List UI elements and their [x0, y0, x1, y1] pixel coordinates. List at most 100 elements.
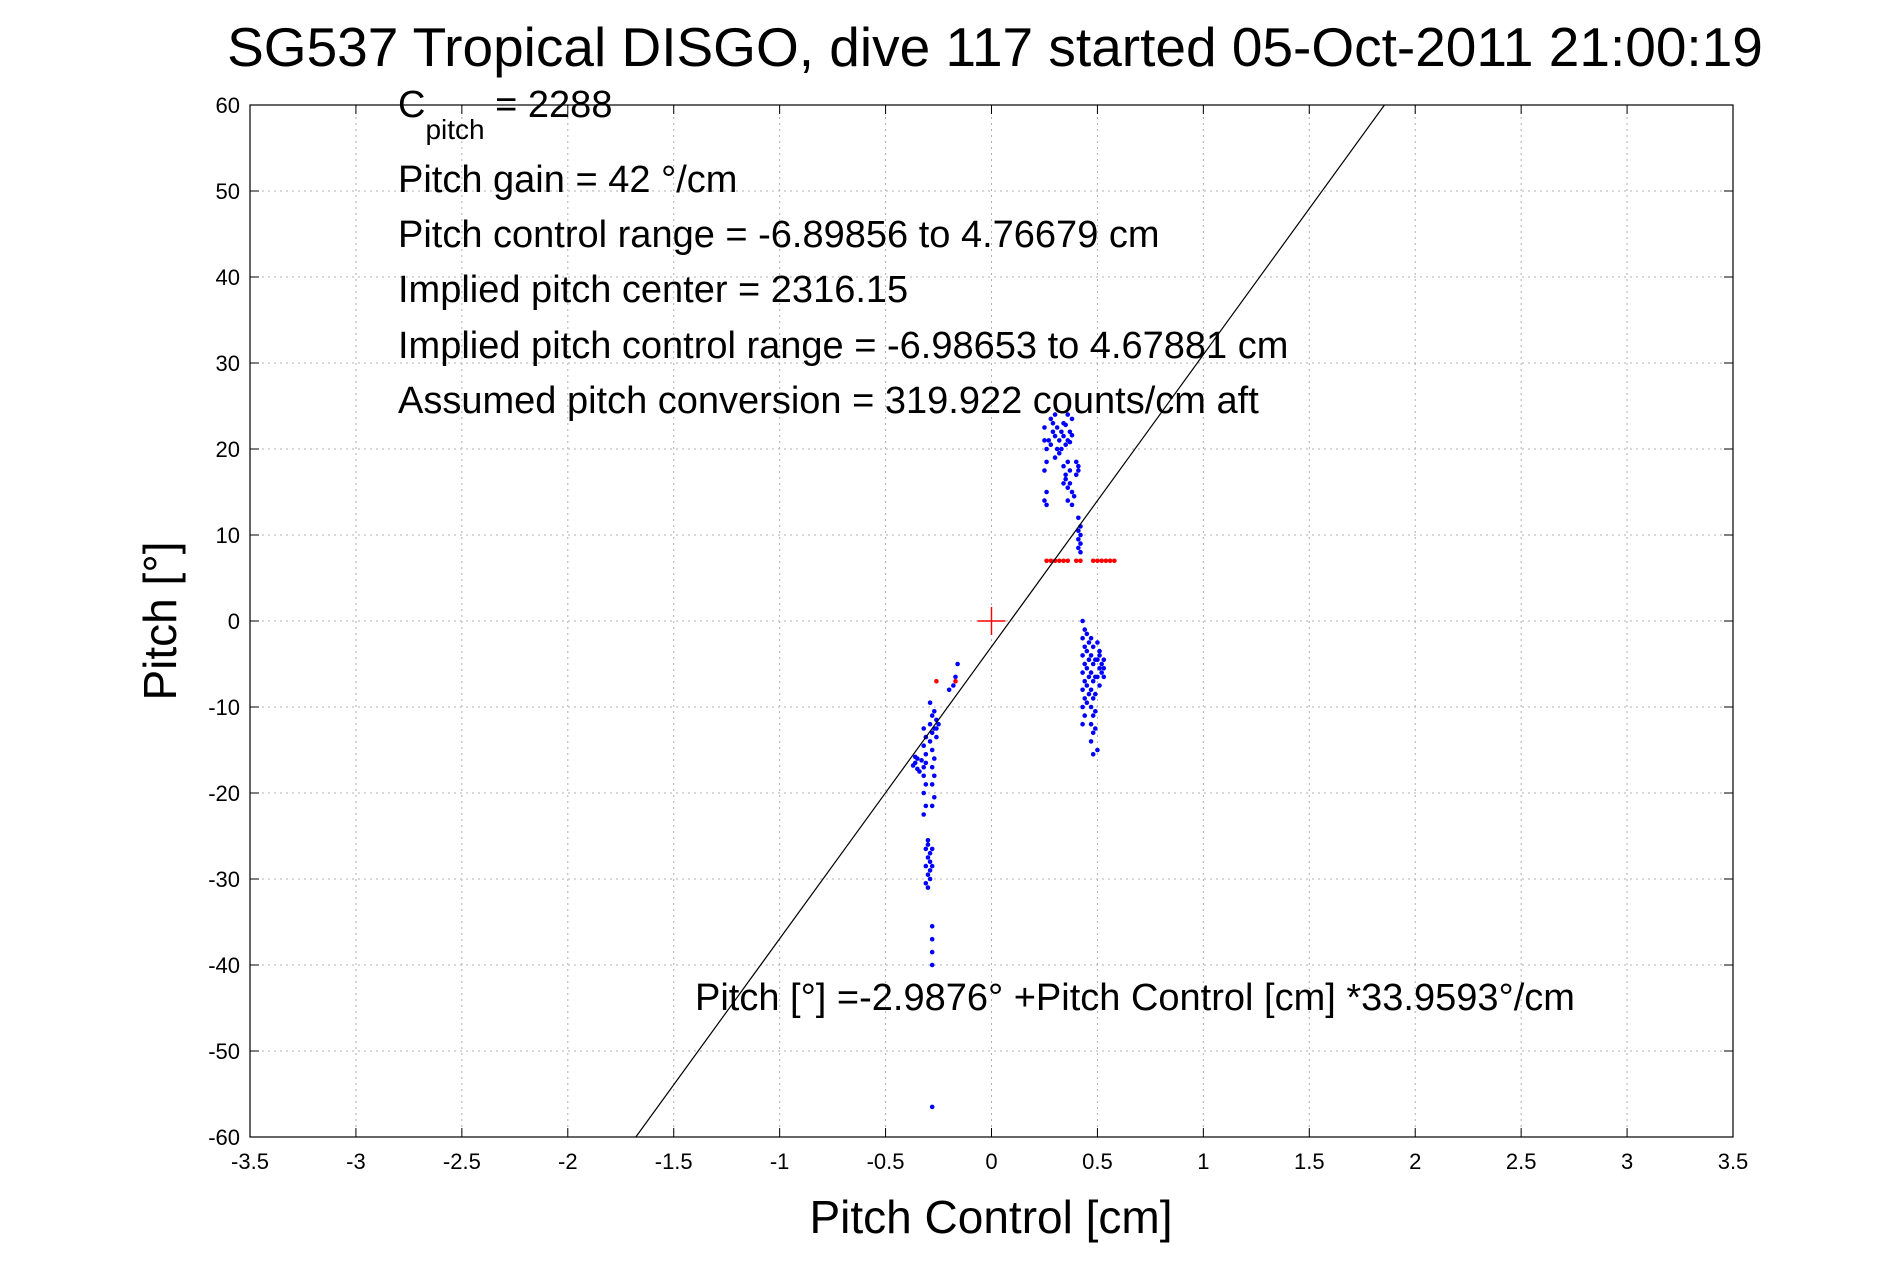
data-point [1093, 726, 1098, 731]
data-point [1071, 494, 1077, 499]
data-point [927, 868, 933, 873]
c-pitch-annotation: Cpitch = 2288 [398, 84, 612, 145]
data-point [1086, 640, 1092, 645]
data-point [929, 713, 935, 718]
data-point [1061, 558, 1066, 564]
c-pitch-value: = 2288 [485, 84, 613, 126]
data-point [919, 758, 924, 763]
data-point [1086, 657, 1092, 662]
implied-center-annotation: Implied pitch center = 2316.15 [398, 269, 908, 311]
data-point [1082, 661, 1088, 667]
data-point [1054, 446, 1060, 452]
data-point [946, 687, 952, 693]
data-point [931, 709, 937, 714]
data-point [1052, 433, 1058, 439]
data-point [1097, 666, 1102, 671]
data-point [1084, 683, 1090, 688]
data-point [1101, 657, 1107, 662]
data-point [921, 790, 927, 796]
y-tick-label: 40 [216, 265, 240, 290]
data-point [1112, 558, 1117, 564]
x-tick-label: 0.5 [1082, 1149, 1113, 1174]
data-point [1048, 416, 1054, 422]
x-tick-label: -3.5 [231, 1149, 269, 1174]
x-tick-label: -1.5 [655, 1149, 693, 1174]
data-point [934, 678, 939, 684]
data-point [1076, 545, 1081, 551]
data-point [1095, 674, 1100, 680]
data-point [1088, 704, 1094, 710]
data-point [1048, 442, 1054, 448]
data-points [910, 412, 1117, 1110]
data-point [1101, 666, 1107, 671]
data-point [929, 1104, 935, 1110]
data-point [1044, 558, 1049, 564]
data-point [1067, 429, 1073, 435]
data-point [923, 863, 929, 869]
y-tick-label: -20 [208, 781, 240, 806]
data-point [1090, 558, 1096, 564]
data-point [1076, 463, 1081, 469]
data-point [927, 859, 933, 865]
data-point [1050, 420, 1056, 426]
data-point [1052, 412, 1058, 417]
data-point [1073, 472, 1079, 478]
data-point [1080, 721, 1085, 727]
y-tick-label: 20 [216, 437, 240, 462]
data-point [1061, 481, 1066, 486]
data-point [934, 734, 939, 740]
data-point [1078, 532, 1083, 538]
data-point [1063, 472, 1068, 478]
data-point [923, 752, 929, 757]
y-tick-label: 50 [216, 179, 240, 204]
data-point [955, 661, 960, 667]
data-point [1097, 648, 1102, 654]
data-point [925, 885, 931, 890]
data-point [1046, 438, 1052, 443]
y-tick-label: -10 [208, 695, 240, 720]
data-point [1073, 459, 1079, 465]
fit-equation-annotation: Pitch [°] =-2.9876° +Pitch Control [cm] … [695, 977, 1575, 1019]
data-point [917, 769, 922, 774]
data-point [934, 726, 939, 731]
data-point [1073, 558, 1079, 564]
data-point [1086, 674, 1092, 680]
data-point [1054, 425, 1060, 430]
data-point [1076, 515, 1081, 521]
data-point [929, 803, 935, 809]
x-tick-label: 3 [1621, 1149, 1633, 1174]
data-point [925, 838, 931, 843]
data-point [929, 747, 935, 753]
data-point [929, 764, 935, 770]
x-tick-label: 2.5 [1506, 1149, 1537, 1174]
data-point [1078, 558, 1083, 564]
data-point [951, 683, 956, 688]
y-axis-label: Pitch [°] [134, 541, 186, 700]
data-point [1067, 468, 1073, 473]
data-point [1080, 635, 1085, 641]
data-point [929, 782, 935, 787]
data-point [1067, 439, 1073, 445]
data-point [1063, 442, 1068, 448]
data-point [1095, 558, 1100, 564]
data-point [1080, 704, 1085, 710]
data-point [925, 855, 931, 860]
data-point [1063, 476, 1068, 482]
data-point [923, 881, 929, 886]
data-point [921, 726, 927, 731]
data-point [1082, 678, 1088, 684]
data-point [921, 812, 927, 817]
data-point [1090, 696, 1096, 701]
data-point [1065, 558, 1071, 564]
data-point [1080, 618, 1085, 624]
x-tick-label: -3 [346, 1149, 366, 1174]
data-point [1090, 730, 1096, 736]
data-point [925, 872, 931, 877]
x-tick-label: -2.5 [443, 1149, 481, 1174]
data-point [1095, 640, 1100, 645]
data-point [1044, 446, 1049, 452]
data-point [1084, 700, 1090, 705]
data-point [931, 773, 937, 779]
data-point [1090, 644, 1096, 650]
